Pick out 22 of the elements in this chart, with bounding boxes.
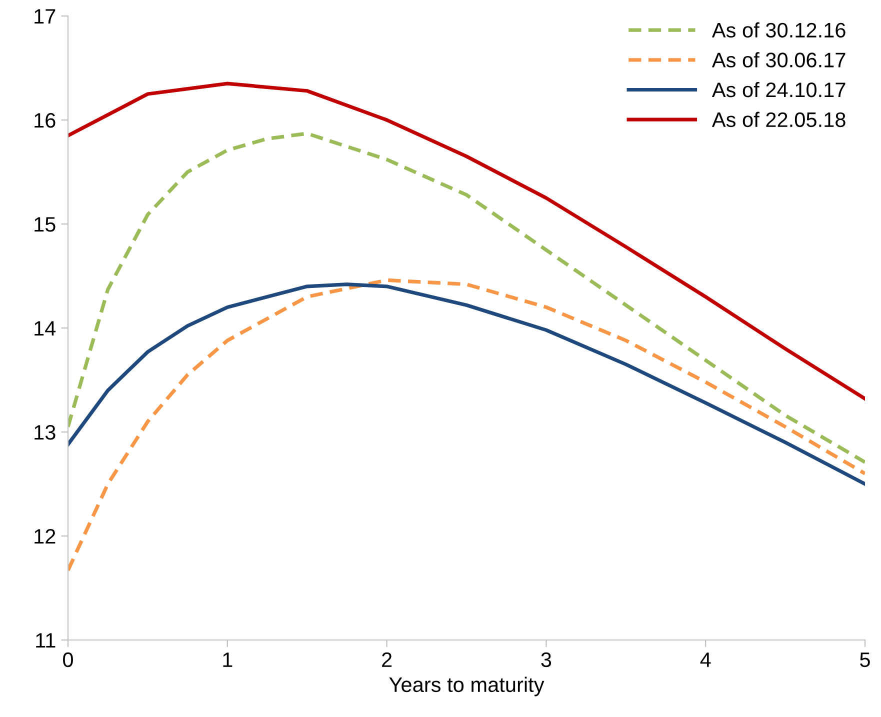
line-series: [68, 82, 865, 401]
x-axis-title: Years to maturity: [389, 676, 544, 696]
legend-label: As of 22.05.18: [712, 112, 846, 128]
y-tick-label: 14: [34, 321, 56, 336]
line-series: [68, 278, 865, 572]
x-tick-label: 4: [700, 652, 711, 667]
x-tick-label: 5: [860, 652, 870, 668]
x-tick-label: 2: [382, 652, 392, 667]
line-series: [68, 132, 865, 464]
y-tick-label: 12: [34, 529, 56, 544]
line-series: [68, 282, 865, 486]
x-tick-label: 1: [223, 652, 232, 667]
y-tick-label: 17: [34, 9, 56, 24]
y-tick-label: 15: [34, 217, 56, 232]
legend-label: As of 24.10.17: [712, 82, 846, 98]
x-tick-label: 3: [541, 652, 552, 668]
y-tick-label: 16: [34, 113, 56, 128]
y-tick-label: 11: [36, 633, 56, 648]
legend-label: As of 30.12.16: [712, 22, 846, 38]
y-tick-label: 13: [34, 425, 56, 440]
legend-label: As of 30.06.17: [712, 52, 846, 68]
x-tick-label: 0: [63, 652, 73, 668]
